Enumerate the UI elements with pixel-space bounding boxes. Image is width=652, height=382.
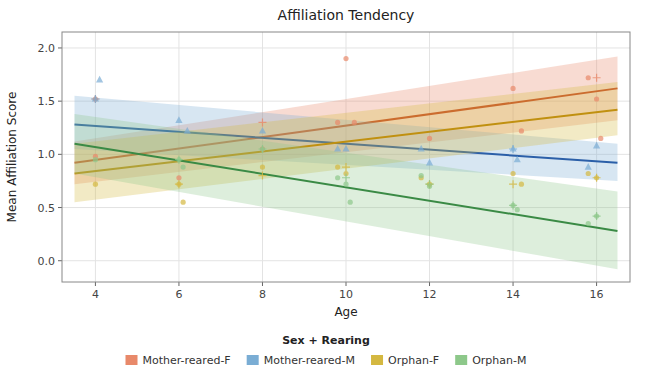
point xyxy=(594,96,599,101)
legend-title: Sex + Rearing xyxy=(282,334,370,347)
point xyxy=(334,145,341,152)
point xyxy=(514,156,521,163)
tick xyxy=(58,47,62,48)
legend-label: Orphan-M xyxy=(472,354,526,367)
tick-label: 16 xyxy=(590,288,604,301)
cross-marker xyxy=(258,172,266,180)
tick-label: 14 xyxy=(506,288,520,301)
tick-label: 4 xyxy=(92,288,99,301)
tick-label: 12 xyxy=(423,288,437,301)
tick-label: 10 xyxy=(339,288,353,301)
point xyxy=(426,159,433,166)
tick xyxy=(58,154,62,155)
y-axis-label: Mean Affiliation Score xyxy=(5,92,19,223)
grid-line xyxy=(62,47,630,48)
cross-marker xyxy=(91,95,99,103)
tick-label: 1.5 xyxy=(38,95,56,108)
tick xyxy=(58,260,62,261)
tick xyxy=(58,101,62,102)
tick-label: 0.5 xyxy=(38,202,56,215)
point xyxy=(510,86,515,91)
cross-marker xyxy=(593,212,601,220)
cross-marker xyxy=(509,180,517,188)
title: Affiliation Tendency xyxy=(278,7,415,23)
cross-marker xyxy=(175,156,183,164)
ci-band xyxy=(75,114,618,269)
cross-marker xyxy=(426,180,434,188)
point xyxy=(181,200,186,205)
x-axis-label: Age xyxy=(334,305,357,319)
legend-label: Mother-reared-F xyxy=(143,354,231,367)
tick xyxy=(346,282,347,286)
tick xyxy=(429,282,430,286)
cross-marker xyxy=(509,201,517,209)
point xyxy=(335,120,340,125)
tick-label: 2.0 xyxy=(38,42,56,55)
cross-marker xyxy=(342,174,350,182)
legend-label: Mother-reared-M xyxy=(264,354,355,367)
plot-data xyxy=(75,56,618,269)
point xyxy=(335,175,340,180)
fit-line xyxy=(75,144,618,231)
point xyxy=(176,175,181,180)
tick xyxy=(596,282,597,286)
point xyxy=(96,76,103,83)
point xyxy=(342,145,349,152)
tick xyxy=(58,207,62,208)
point xyxy=(352,120,357,125)
point xyxy=(259,127,266,134)
point xyxy=(348,200,353,205)
tick-label: 0.0 xyxy=(38,255,56,268)
axes: 4 6 8 10 12 14 16 0.0 0.5 1.0 1.5 2.0 xyxy=(38,32,631,301)
point xyxy=(585,163,592,170)
point xyxy=(586,221,591,226)
point xyxy=(427,136,432,141)
point xyxy=(510,171,515,176)
cross-marker xyxy=(593,74,601,82)
tick xyxy=(178,282,179,286)
tick xyxy=(262,282,263,286)
point xyxy=(586,75,591,80)
tick xyxy=(513,282,514,286)
cross-marker xyxy=(258,145,266,153)
point xyxy=(519,128,524,133)
tick xyxy=(95,282,96,286)
cross-marker xyxy=(593,174,601,182)
point xyxy=(586,171,591,176)
tick-label: 8 xyxy=(259,288,266,301)
chart: Affiliation Tendency 4 6 8 10 12 14 16 0.0 0.5 1.0… xyxy=(0,0,652,382)
legend-label: Orphan-F xyxy=(388,354,439,367)
point xyxy=(598,136,603,141)
point xyxy=(419,173,424,178)
point xyxy=(515,207,520,212)
point xyxy=(93,182,98,187)
cross-marker xyxy=(175,180,183,188)
point xyxy=(335,165,340,170)
point xyxy=(93,157,98,162)
point xyxy=(181,165,186,170)
legend-swatch xyxy=(455,355,467,365)
tick-label: 1.0 xyxy=(38,148,56,161)
tick-label: 6 xyxy=(175,288,182,301)
cross-marker xyxy=(91,95,99,103)
point xyxy=(184,127,191,134)
point xyxy=(593,142,600,149)
legend-swatch xyxy=(247,355,259,365)
cross-marker xyxy=(342,163,350,171)
legend: Sex + Rearing Mother-reared-F Mother-reare… xyxy=(126,334,527,367)
point xyxy=(175,116,182,123)
cross-marker xyxy=(426,180,434,188)
grid-line xyxy=(62,260,630,261)
plot-frame xyxy=(62,32,630,282)
legend-swatch xyxy=(371,355,383,365)
point xyxy=(343,182,348,187)
cross-marker xyxy=(258,118,266,126)
point xyxy=(519,182,524,187)
point xyxy=(343,56,348,61)
legend-swatch xyxy=(126,355,138,365)
cross-marker xyxy=(509,145,517,153)
grid xyxy=(62,32,630,282)
point xyxy=(260,165,265,170)
point xyxy=(418,145,425,152)
